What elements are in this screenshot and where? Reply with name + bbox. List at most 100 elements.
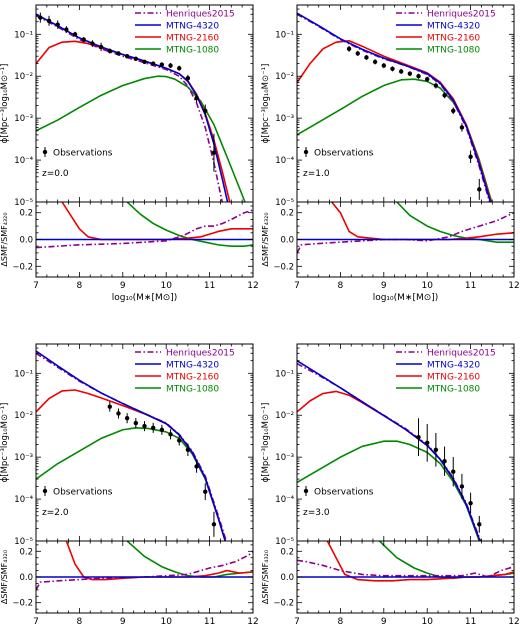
top-plot-area: [36, 350, 228, 541]
observation-point: [116, 51, 121, 56]
ratio-tick-label: 0.0: [19, 236, 33, 246]
legend-observation-marker: [42, 149, 48, 155]
observation-point: [107, 404, 112, 409]
ratio-tick-label: −0.2: [273, 262, 294, 272]
x-tick-label: 9: [120, 281, 126, 291]
observation-point: [38, 15, 43, 20]
ratio-axis-label: ΔSMF/SMF₄₃₂₀: [261, 550, 270, 604]
observation-point: [468, 154, 473, 159]
y-tick-label: 10⁻³: [14, 453, 33, 463]
ratio-line-mtng-2160: [60, 202, 253, 241]
legend-label: MTNG-1080: [166, 385, 219, 395]
series-line-mtng-2160: [36, 389, 227, 541]
observation-point: [64, 27, 69, 32]
y-tick-label: 10⁻¹: [14, 369, 33, 379]
y-tick-label: 10⁻²: [14, 411, 33, 421]
legend-label: Henriques2015: [427, 10, 496, 20]
observation-point: [203, 489, 208, 494]
x-tick-label: 11: [204, 281, 215, 291]
observation-point: [364, 55, 369, 60]
observation-point: [211, 150, 217, 155]
redshift-label: z=1.0: [303, 169, 330, 179]
observation-point: [425, 76, 430, 82]
ratio-axis-label: ΔSMF/SMF₄₃₂₀: [261, 212, 270, 266]
y-tick-label: 10⁻³: [14, 114, 33, 124]
panel-1: 7 8 9 10 11 12 10⁻⁵ 10⁻⁴ 10⁻³ 10⁻² 10⁻¹ −0.2 0.0 0.2 l…: [0, 4, 259, 303]
observations-legend-label: Observations: [53, 488, 113, 498]
ratio-tick-label: 0.2: [280, 547, 294, 557]
legend-observation-marker: [42, 488, 48, 494]
x-axis-label: log₁₀(M∗[M⊙]): [373, 293, 439, 303]
observation-point: [381, 63, 386, 68]
observation-point: [372, 59, 378, 65]
legend-label: MTNG-4320: [427, 361, 480, 371]
observation-point: [416, 74, 421, 79]
x-tick-label: 11: [204, 617, 215, 627]
legend-label: MTNG-2160: [427, 34, 480, 44]
observation-point: [433, 447, 439, 452]
observation-point: [55, 22, 60, 27]
observation-point: [133, 420, 139, 426]
observation-point: [459, 125, 465, 130]
series-line-mtng-1080: [36, 75, 246, 202]
x-tick-label: 12: [508, 617, 519, 627]
legend-label: MTNG-4320: [166, 22, 219, 32]
x-tick-label: 12: [247, 617, 258, 627]
ratio-line-mtng-2160: [331, 202, 514, 241]
ratio-tick-label: 0.2: [280, 209, 294, 219]
ratio-tick-label: −0.2: [12, 262, 33, 272]
legend-label: MTNG-1080: [166, 46, 219, 56]
observation-point: [98, 44, 104, 50]
x-tick-label: 8: [77, 617, 83, 627]
observation-point: [425, 440, 430, 445]
observation-point: [442, 93, 447, 98]
observation-point: [459, 484, 465, 489]
ratio-line-henriques2015: [36, 550, 253, 591]
ratio-line-mtng-2160: [65, 541, 253, 581]
y-tick-label: 10⁻¹: [275, 369, 294, 379]
x-tick-label: 10: [160, 617, 172, 627]
observation-point: [177, 66, 182, 71]
top-plot-area: [297, 12, 493, 202]
y-tick-label: 10⁻⁴: [14, 495, 33, 505]
ratio-tick-label: 0.0: [280, 236, 294, 246]
ratio-tick-label: 0.2: [19, 547, 33, 557]
observation-point: [390, 66, 395, 72]
y-tick-label: 10⁻²: [275, 72, 294, 82]
x-tick-label: 7: [33, 281, 39, 291]
observation-point: [185, 447, 191, 452]
observation-point: [398, 69, 404, 74]
legend-observation-marker: [303, 149, 309, 155]
y-tick-label: 10⁻²: [275, 411, 294, 421]
x-tick-label: 8: [338, 617, 344, 627]
observation-point: [407, 71, 413, 76]
series-line-mtng-4320: [36, 13, 229, 202]
x-tick-label: 11: [465, 281, 476, 291]
observation-point: [203, 108, 208, 113]
observation-point: [168, 63, 173, 68]
observation-point: [133, 56, 139, 62]
panel-3: 78910111210⁻⁵10⁻⁴10⁻³10⁻²10⁻¹−0.20.00.2l…: [0, 343, 259, 627]
observation-point: [159, 62, 165, 67]
x-tick-label: 12: [247, 281, 258, 291]
ratio-plot-area: [36, 202, 253, 249]
observation-point: [185, 75, 191, 81]
series-line-mtng-4320: [36, 350, 227, 541]
x-tick-label: 8: [338, 281, 344, 291]
observation-point: [477, 187, 482, 192]
series-line-mtng-2160: [297, 39, 492, 202]
observation-point: [81, 37, 86, 42]
y-tick-label: 10⁻²: [14, 72, 33, 82]
x-tick-label: 10: [421, 281, 433, 291]
legend-label: MTNG-4320: [427, 22, 480, 32]
y-tick-label: 10⁻⁴: [275, 495, 294, 505]
ratio-tick-label: 0.0: [19, 573, 33, 583]
x-tick-label: 7: [294, 281, 300, 291]
observation-point: [142, 59, 147, 65]
legend-label: MTNG-1080: [427, 385, 480, 395]
x-tick-label: 11: [465, 617, 476, 627]
ratio-line-mtng-2160: [326, 541, 514, 582]
ratio-line-henriques2015: [297, 211, 514, 254]
redshift-label: z=2.0: [42, 508, 69, 518]
